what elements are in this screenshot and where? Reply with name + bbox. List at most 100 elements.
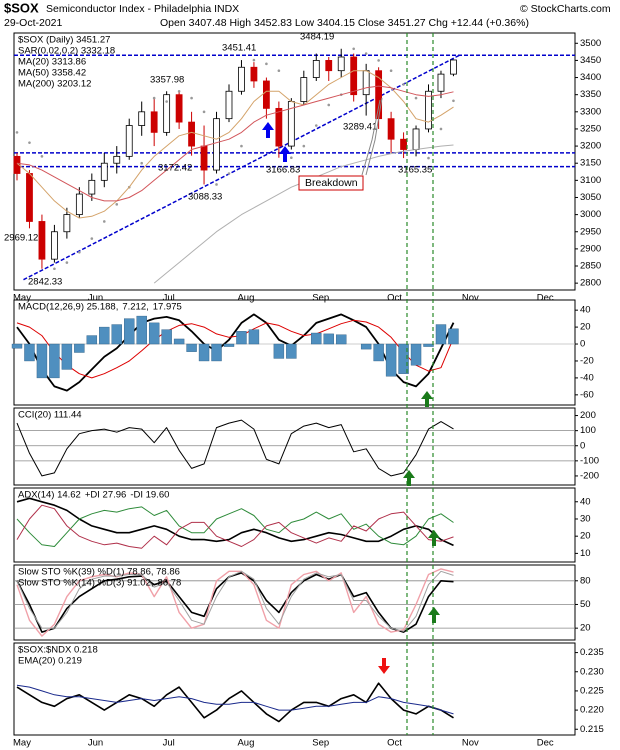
- breakdown-box: [298, 175, 364, 191]
- legend-entry: -DI 19.60: [130, 490, 169, 501]
- sar-dot: [427, 156, 430, 160]
- y-tick-label: 3050: [580, 192, 601, 203]
- histogram-bar: [136, 315, 147, 345]
- candle-body: [337, 56, 345, 72]
- legend-entry: MA(50) 3358.42: [18, 68, 86, 79]
- candle-body: [150, 111, 158, 133]
- legend-entry: 17.975: [153, 302, 182, 313]
- price-annotation: 3289.41: [343, 122, 377, 133]
- histogram-bar: [236, 331, 247, 345]
- symbol-name: Semiconductor Index - Philadelphia INDX: [46, 3, 239, 15]
- buy-arrow: [428, 607, 440, 623]
- legend-entry: $SOX (Daily) 3451.27: [18, 35, 110, 46]
- y-tick-label: 0: [580, 440, 585, 451]
- y-tick-label: 2850: [580, 261, 601, 272]
- histogram-bar: [435, 324, 447, 345]
- price-annotation: 3165.35: [398, 165, 432, 176]
- candle-body: [425, 90, 432, 130]
- price-annotation: 3357.98: [150, 75, 184, 86]
- series-line: [16, 419, 454, 477]
- x-tick-label: Sep: [312, 293, 329, 304]
- price-annotation: 2969.12: [4, 233, 38, 244]
- histogram-bar: [286, 343, 297, 359]
- legend-entry: MACD(12,26,9) 25.188,: [18, 302, 118, 313]
- y-tick-label: 20: [580, 623, 591, 634]
- series-line: [16, 568, 454, 637]
- candle-body: [262, 80, 270, 109]
- series-line: [16, 682, 454, 723]
- x-tick-label: Oct: [387, 293, 402, 304]
- panel-frame: [13, 564, 576, 641]
- histogram-bar: [373, 343, 384, 362]
- histogram-bar: [124, 318, 135, 345]
- annotations-layer: [262, 33, 440, 735]
- y-tick-label: 50: [580, 599, 591, 610]
- y-tick-label: 3000: [580, 209, 601, 220]
- sar-dot: [452, 99, 455, 103]
- y-tick-label: 0.230: [580, 666, 604, 677]
- y-tick-label: -100: [580, 455, 599, 466]
- histogram-bar: [186, 343, 197, 352]
- series-line: [16, 570, 454, 632]
- candle-body: [125, 125, 133, 157]
- buy-arrow: [279, 146, 291, 162]
- sar-dot: [202, 110, 206, 114]
- candle-body: [387, 118, 395, 140]
- sar-dot: [90, 237, 94, 240]
- sar-dot: [364, 52, 368, 55]
- sar-dot: [53, 267, 56, 271]
- histogram-bar: [148, 322, 160, 345]
- sar-dot: [389, 69, 393, 72]
- histogram-bar: [273, 343, 285, 359]
- candle-body: [275, 107, 283, 147]
- histogram-bar: [398, 343, 409, 374]
- candle-body: [75, 193, 83, 216]
- x-tick-label: Dec: [537, 738, 554, 749]
- sar-dot: [215, 183, 218, 186]
- breakdown-label: Breakdown: [305, 177, 358, 189]
- legend-entry: 7.212,: [122, 302, 148, 313]
- sar-dot: [377, 59, 380, 62]
- histogram-bar: [198, 343, 210, 362]
- breakdown-pointer: [365, 97, 383, 176]
- sar-dot: [140, 161, 143, 165]
- y-tick-label: 40: [580, 496, 591, 507]
- histogram-bar: [11, 343, 23, 349]
- sar-dot: [414, 96, 418, 100]
- histogram-bar: [173, 338, 185, 345]
- panel-frame: [13, 642, 576, 736]
- y-tick-label: -20: [580, 355, 594, 366]
- series-line: [16, 497, 454, 547]
- candle-body: [400, 138, 407, 150]
- panel-frame: [13, 32, 576, 291]
- y-tick-label: -60: [580, 389, 594, 400]
- y-tick-label: 100: [580, 425, 596, 436]
- sar-dot: [227, 172, 231, 175]
- date: 29-Oct-2021: [4, 17, 63, 29]
- sar-dot: [314, 124, 318, 127]
- candle-body: [163, 94, 171, 133]
- histogram-bar: [410, 343, 422, 366]
- x-tick-label: Jun: [88, 738, 103, 749]
- y-tick-label: 3300: [580, 106, 601, 117]
- price-annotation: 3451.41: [222, 43, 256, 54]
- histogram-bar: [24, 343, 35, 362]
- y-tick-label: 80: [580, 575, 591, 586]
- candle-body: [312, 60, 320, 78]
- legend-entry: EMA(20) 0.219: [18, 656, 82, 667]
- histogram-bar: [223, 343, 235, 347]
- sar-dot: [439, 127, 443, 131]
- candle-body: [200, 145, 208, 171]
- candle-body: [225, 90, 233, 120]
- y-tick-label: 3250: [580, 123, 601, 134]
- y-tick-label: 30: [580, 513, 591, 524]
- x-tick-label: Jul: [163, 293, 175, 304]
- histogram-bar: [61, 343, 73, 370]
- candle-body: [437, 73, 445, 92]
- histogram-bar: [211, 343, 222, 362]
- breakdown-pointer: [361, 99, 381, 176]
- candle-body: [362, 70, 370, 96]
- candle-body: [350, 56, 358, 96]
- y-tick-label: 0.215: [580, 724, 604, 735]
- series-line: [16, 85, 454, 202]
